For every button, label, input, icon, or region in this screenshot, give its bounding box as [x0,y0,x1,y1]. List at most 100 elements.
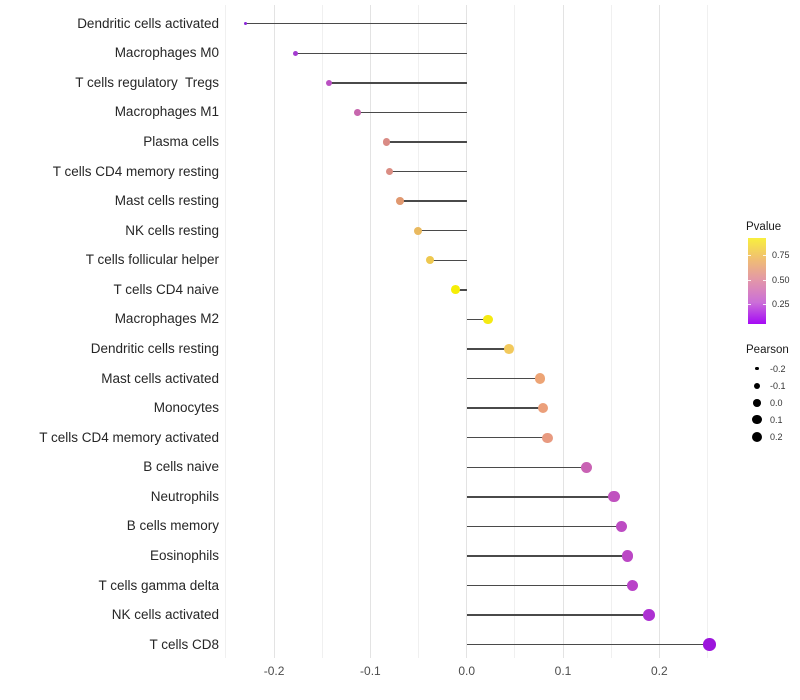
y-axis-label: Macrophages M2 [114,311,219,327]
lollipop-dot [325,79,333,86]
pearson-legend-title: Pearson [746,344,789,356]
x-tick-label: -0.2 [263,664,285,678]
gridline-major [658,5,660,658]
y-axis-label: Monocytes [153,400,219,416]
pearson-legend-dot [751,431,763,443]
gridline-minor [706,5,708,658]
lollipop-stem [466,555,628,557]
lollipop-stem [328,82,467,84]
plot-panel [225,5,716,658]
x-tick-label: 0.1 [554,664,572,678]
lollipop-dot [621,550,634,562]
lollipop-dot [537,402,548,414]
lollipop-dot [626,579,639,592]
gridline-major [273,5,275,658]
pvalue-tick-mark [748,304,751,306]
gridline-major [369,5,371,658]
y-axis-label: Macrophages M1 [114,104,219,120]
lollipop-stem [386,141,467,143]
pearson-legend-dot [753,382,761,389]
lollipop-stem [417,229,467,232]
y-axis-label: T cells CD4 memory activated [39,429,219,445]
pvalue-tick-mark [763,304,766,306]
lollipop-dot [504,344,514,354]
lollipop-stem [400,200,467,202]
pvalue-legend: Pvalue 0.75 0.50 0.25 [746,220,800,335]
y-axis-label: Dendritic cells resting [90,340,219,356]
y-axis-label: Neutrophils [150,488,219,504]
lollipop-stem [466,584,633,587]
pearson-legend-label: -0.1 [770,380,786,391]
lollipop-stem [245,23,467,25]
lollipop-stem [357,111,467,114]
lollipop-dot [385,167,394,176]
y-axis-label: Eosinophils [149,547,219,563]
lollipop-dot [703,638,716,651]
y-axis-label: Plasma cells [143,133,219,149]
gridline-minor [610,5,612,658]
lollipop-dot [450,285,460,295]
lollipop-dot [608,491,620,503]
lollipop-stem [455,289,467,291]
y-axis-label: NK cells resting [125,222,219,238]
gridline-minor [321,5,323,658]
lollipop-stem [295,52,467,54]
y-axis-label: T cells CD8 [149,636,219,652]
gridline-minor [514,5,516,658]
lollipop-dot [616,520,628,533]
gridline-minor [418,5,420,658]
pearson-size-legend: Pearson -0.2 -0.1 0.0 0.1 0.2 [746,343,800,453]
lollipop-dot [292,50,298,56]
pearson-legend-label: 0.0 [770,397,783,408]
y-axis-label: NK cells activated [111,607,219,623]
lollipop-stem [466,525,622,528]
lollipop-stem [466,643,710,646]
pvalue-tick-mark [763,254,766,256]
pearson-legend-label: -0.2 [770,363,786,374]
lollipop-stem [466,436,548,439]
lollipop-dot [383,138,391,146]
lollipop-stem [430,259,467,261]
pvalue-tick-mark [748,279,751,281]
gridline-major [466,5,468,658]
y-axis-label: Dendritic cells activated [77,15,219,31]
lollipop-stem [466,614,649,616]
lollipop-dot [542,432,553,443]
y-axis-label: T cells CD4 memory resting [52,163,219,179]
lollipop-stem [466,348,510,350]
lollipop-stem [466,318,488,321]
pvalue-tick-mark [748,254,751,256]
gridline-minor [225,5,227,658]
pearson-legend-dot [753,398,761,407]
y-axis-label: T cells regulatory Tregs [75,74,219,90]
x-tick-label: -0.1 [360,664,381,678]
lollipop-dot [642,609,655,621]
lollipop-stem [466,377,540,380]
lollipop-stem [466,496,615,498]
y-axis-label: T cells follicular helper [85,252,219,268]
lollipop-dot [580,461,592,473]
lollipop-stem [466,466,587,468]
y-axis-label: Mast cells resting [114,193,219,209]
pearson-legend-label: 0.1 [770,414,783,425]
lollipop-dot [425,256,435,265]
y-axis-label: B cells naive [143,459,219,475]
x-tick-label: 0.2 [650,664,668,678]
pearson-legend-label: 0.2 [770,431,783,442]
lollipop-dot [396,197,405,205]
x-tick-label: 0.0 [458,664,476,678]
pearson-legend-dot [752,415,762,425]
gridline-major [562,5,564,658]
y-axis-label: B cells memory [126,518,219,534]
lollipop-dot [483,314,493,325]
pvalue-tick-mark [763,279,766,281]
pvalue-gradient-bar [748,238,766,324]
pvalue-tick-label: 0.75 [772,249,790,260]
lollipop-stem [389,170,467,173]
lollipop-dot [243,22,247,26]
y-axis-label: Mast cells activated [101,370,219,386]
lollipop-dot [534,373,545,384]
pearson-legend-dot [755,366,759,371]
lollipop-dot [413,226,422,235]
